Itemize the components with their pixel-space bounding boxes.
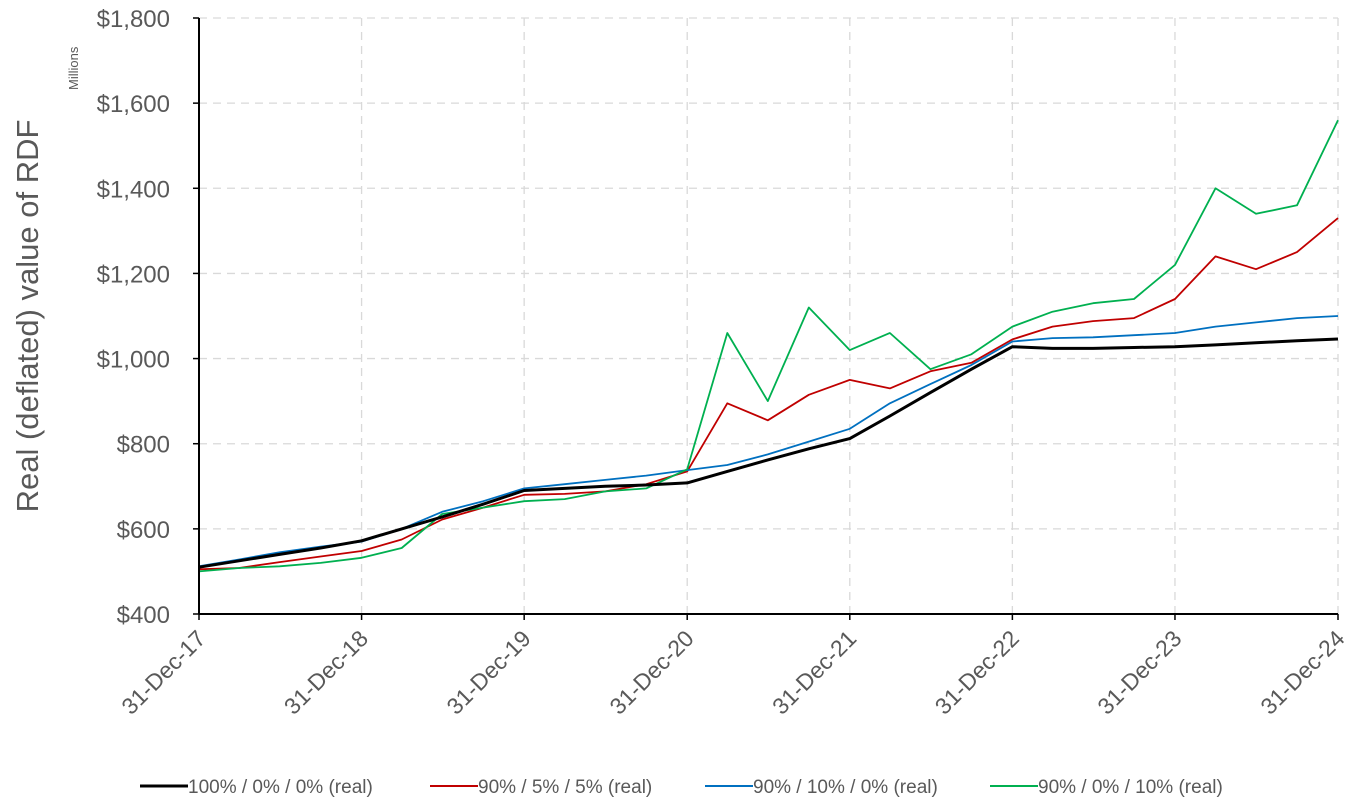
series-line-90-5-5-real: [198, 217, 1339, 571]
y-tick-label: $400: [117, 602, 170, 629]
y-tick-label: $1,600: [97, 91, 170, 118]
x-tick-label: 31-Dec-22: [930, 625, 1024, 719]
y-tick-labels: $400 $600 $800 $1,000 $1,200 $1,400 $1,600 $1,8…: [97, 6, 170, 629]
y-tick-label: $1,200: [97, 261, 170, 288]
y-tick-label: $1,400: [97, 176, 170, 203]
series-line-90-0-10-real: [198, 119, 1339, 573]
x-tick-label: 31-Dec-17: [116, 625, 210, 719]
series-line-100-0-0-real: [198, 337, 1339, 569]
y-tick-label: $1,000: [97, 347, 170, 374]
legend: 100% / 0% / 0% (real) 90% / 5% / 5% (real…: [140, 777, 1223, 798]
legend-label: 90% / 0% / 10% (real): [1038, 777, 1223, 798]
gridlines: [199, 17, 1339, 614]
y-axis-label: Real (deflated) value of RDF: [10, 120, 45, 513]
x-tick-label: 31-Dec-23: [1092, 625, 1186, 719]
x-tick-label: 31-Dec-18: [279, 625, 373, 719]
y-tick-label: $1,800: [97, 6, 170, 33]
x-tick-label: 31-Dec-21: [767, 625, 861, 719]
y-tick-label: $600: [117, 517, 170, 544]
x-tick-label: 31-Dec-24: [1255, 625, 1349, 719]
legend-label: 90% / 10% / 0% (real): [753, 777, 938, 798]
legend-label: 100% / 0% / 0% (real): [188, 777, 373, 798]
series-lines: [198, 119, 1339, 573]
axes: [193, 17, 1339, 620]
x-tick-label: 31-Dec-20: [604, 625, 698, 719]
x-tick-label: 31-Dec-19: [441, 625, 535, 719]
x-tick-labels: 31-Dec-17 31-Dec-18 31-Dec-19 31-Dec-20 31-D…: [116, 625, 1349, 719]
legend-label: 90% / 5% / 5% (real): [478, 777, 652, 798]
y-tick-label: $800: [117, 432, 170, 459]
y-axis-unit: Millions: [66, 46, 81, 90]
